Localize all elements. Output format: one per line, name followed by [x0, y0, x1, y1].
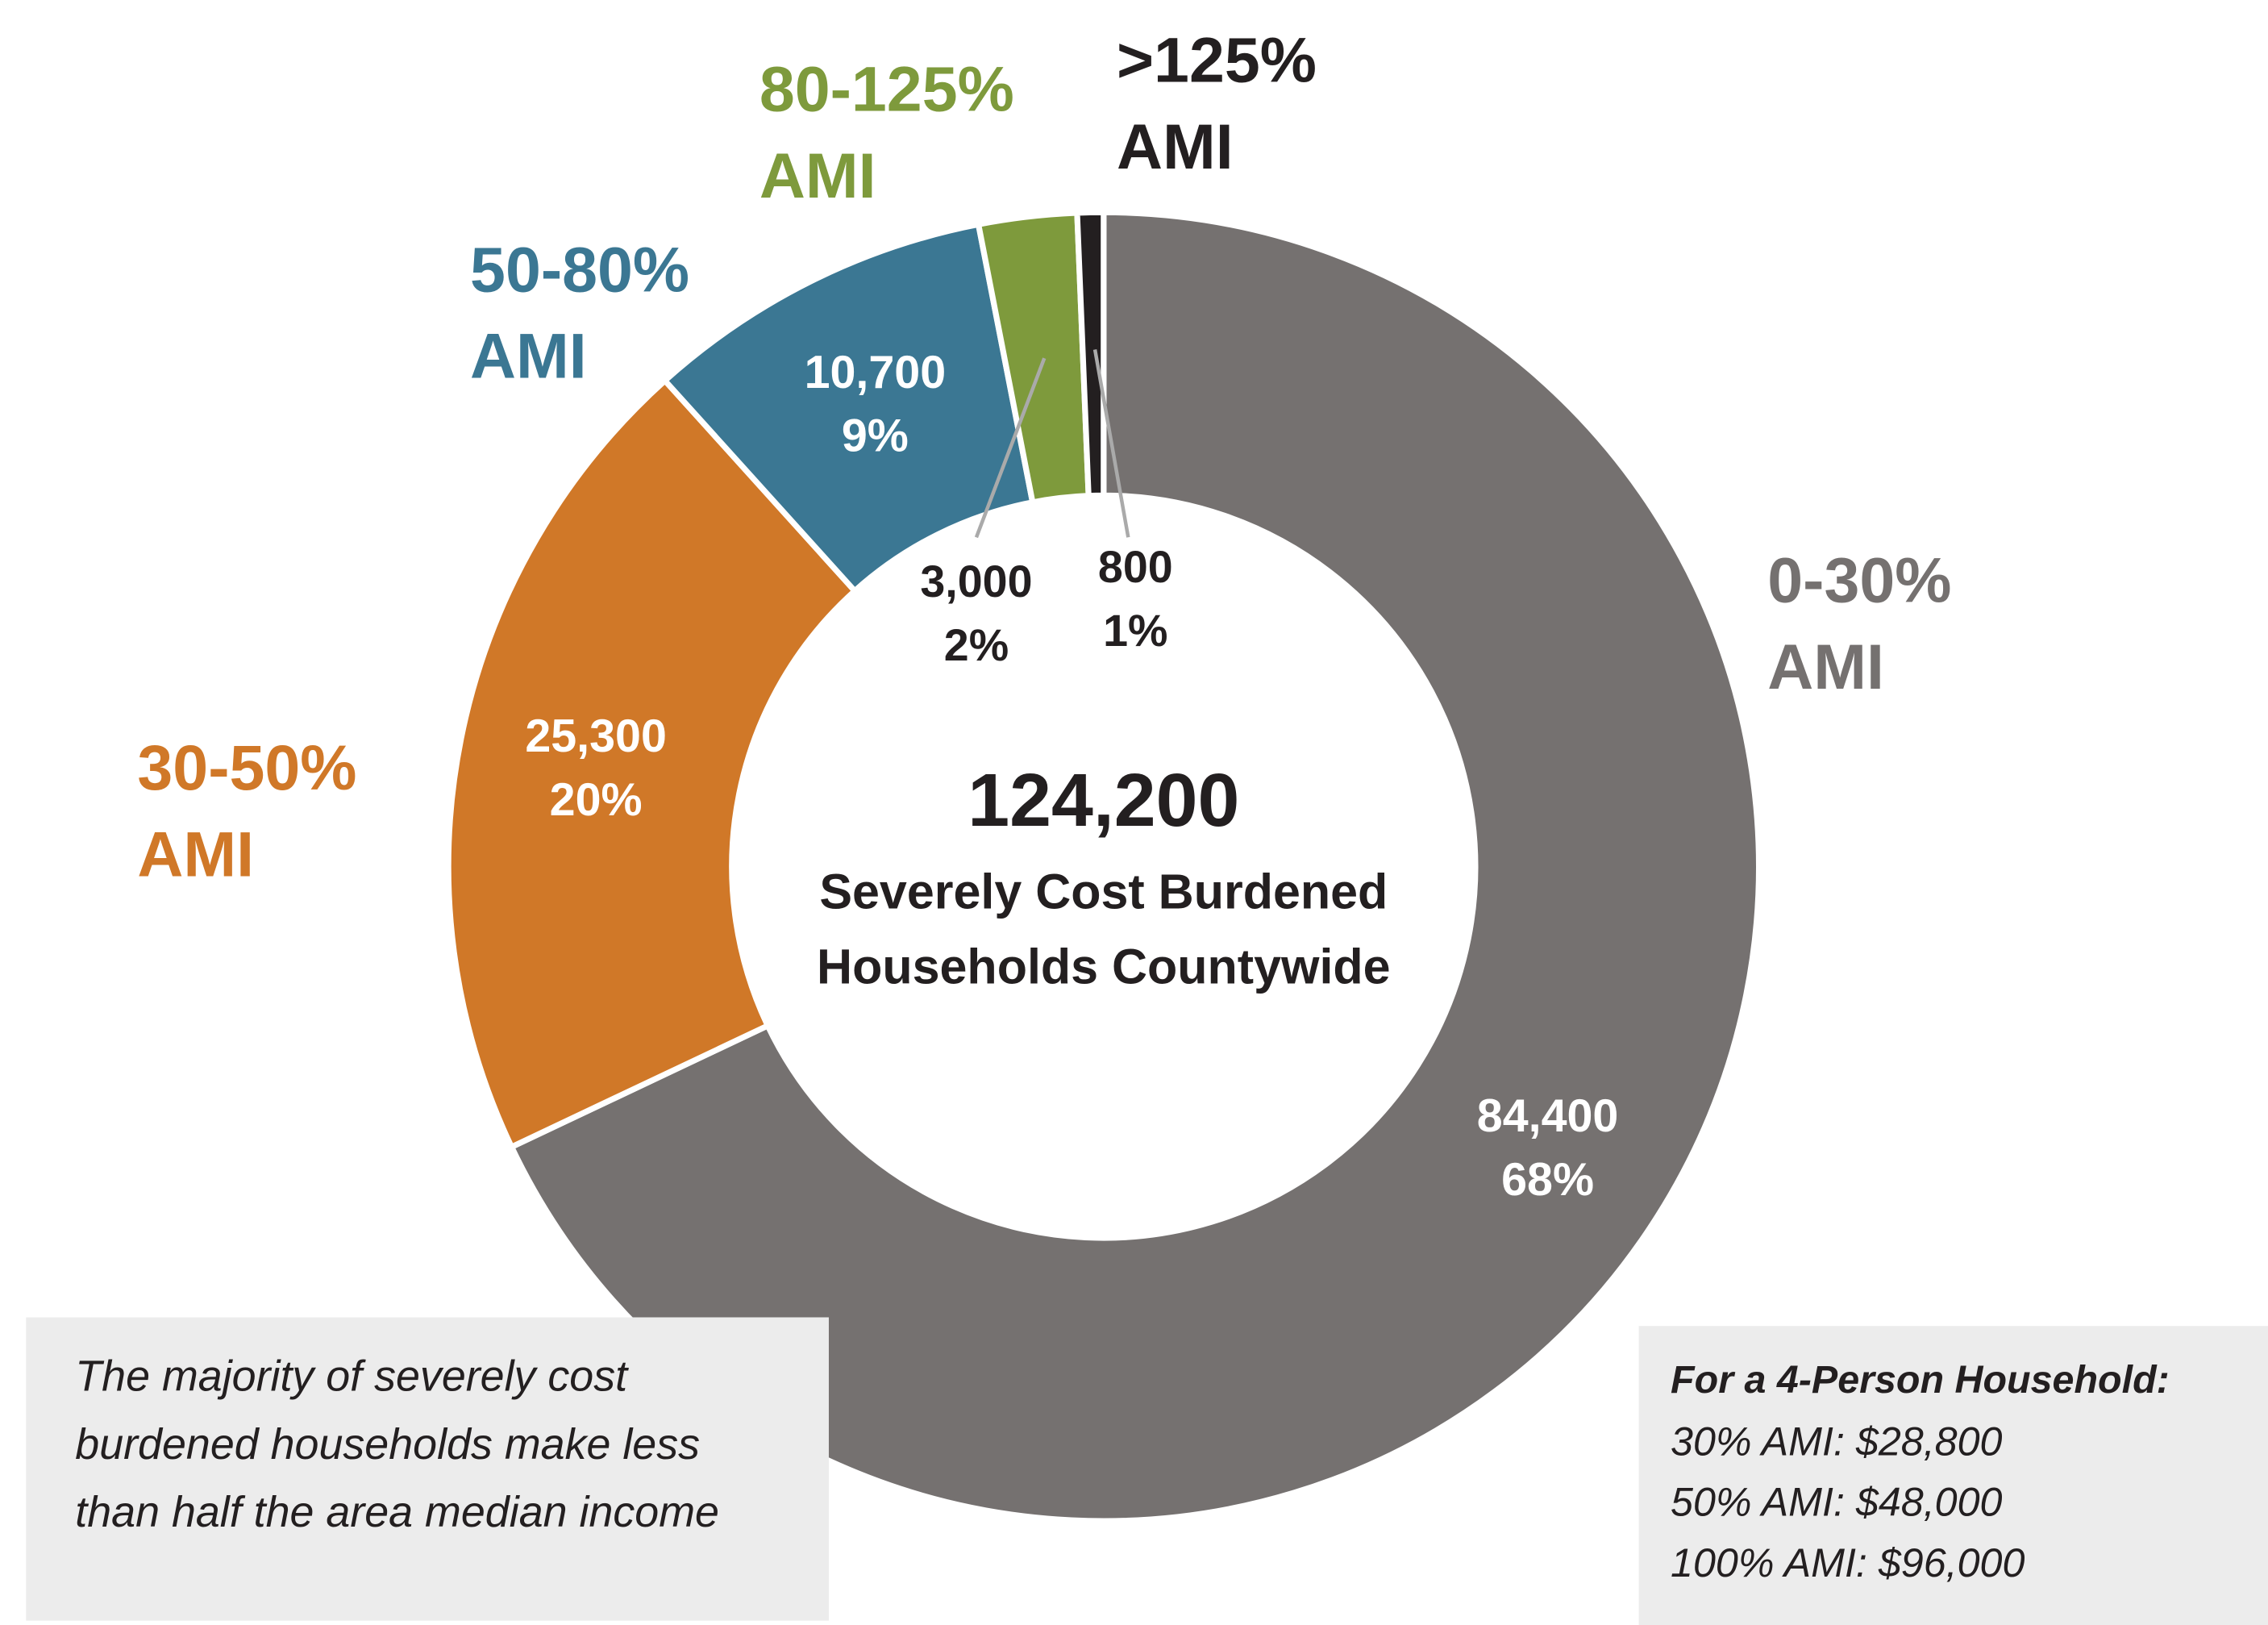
center-total: 124,200 — [968, 758, 1239, 842]
category-label: 0-30% AMI — [1767, 544, 1969, 702]
category-label: >125% AMI — [1117, 24, 1334, 181]
slice — [445, 376, 859, 1151]
share-label: 9% — [842, 410, 909, 462]
household-line: 50% AMI: $48,000 — [1671, 1480, 2002, 1525]
slice — [660, 221, 1036, 595]
share-label: 1% — [1103, 606, 1167, 656]
center-caption: Households Countywide — [817, 940, 1391, 994]
share-label: 2% — [944, 620, 1009, 670]
value-label: 84,400 — [1477, 1090, 1619, 1142]
note-text: The majority of severely cost — [75, 1352, 629, 1401]
value-label: 3,000 — [920, 556, 1032, 606]
note-text: than half the area median income — [75, 1488, 719, 1536]
share-label: 68% — [1501, 1154, 1594, 1206]
household-line: 100% AMI: $96,000 — [1671, 1540, 2025, 1585]
value-label: 25,300 — [525, 710, 667, 762]
note-box — [26, 1317, 829, 1621]
category-label: 80-125% AMI — [759, 53, 1032, 210]
donut — [445, 209, 1762, 1524]
center-caption: Severely Cost Burdened — [819, 865, 1388, 919]
value-label: 800 — [1098, 542, 1173, 592]
leader-line — [974, 357, 1047, 539]
share-label: 20% — [550, 774, 643, 826]
leader-line — [1092, 349, 1130, 538]
household-line: 30% AMI: $28,800 — [1671, 1419, 2002, 1464]
category-label: 50-80% AMI — [470, 234, 707, 391]
category-label: 30-50% AMI — [137, 732, 374, 890]
slice — [1074, 209, 1107, 499]
household-box — [1638, 1326, 2268, 1625]
note-text: burdened households make less — [75, 1420, 700, 1469]
household-title: For a 4-Person Household: — [1671, 1358, 2170, 1402]
value-label: 10,700 — [805, 347, 947, 398]
